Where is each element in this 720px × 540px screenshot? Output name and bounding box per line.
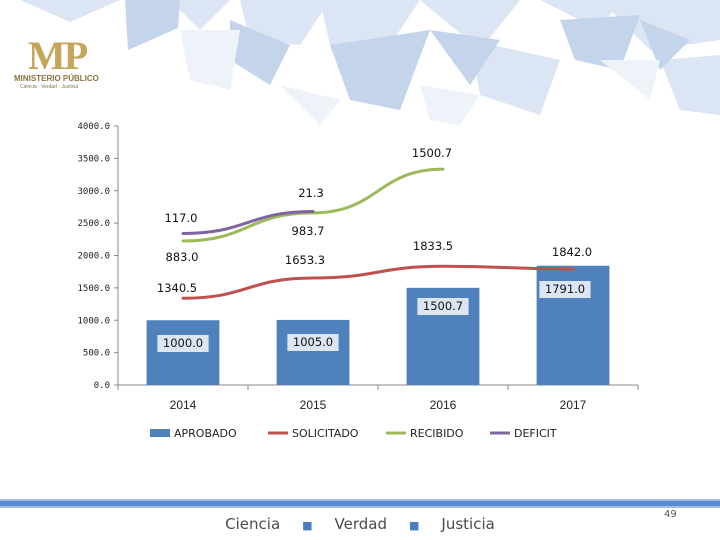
data-label: 117.0 [165, 211, 198, 225]
footer-motto: Ciencia ■ Verdad ■ Justicia [0, 515, 720, 533]
line-deficit [181, 209, 315, 235]
budget-chart: 0.0 500.0 1000.0 1500.0 2000.0 2500.0 3000.0 35… [77, 122, 639, 440]
legend-label-solicitado: SOLICITADO [292, 427, 359, 440]
header-decoration [20, 0, 720, 125]
data-label: 1000.0 [163, 336, 203, 350]
data-label: 1791.0 [545, 282, 585, 296]
line-solicitado [181, 264, 575, 300]
footer-separator: ■ [409, 519, 420, 532]
data-label: 1005.0 [293, 335, 333, 349]
data-label: 983.7 [292, 224, 325, 238]
data-label: 1340.5 [157, 281, 197, 295]
x-tick-label: 2014 [170, 398, 197, 412]
data-label: 1653.3 [285, 253, 325, 267]
data-label: 883.0 [166, 250, 199, 264]
logo-tagline: Ciencia · Verdad · Justicia [20, 84, 79, 90]
y-tick-label: 1500.0 [77, 284, 110, 294]
x-tick-label: 2016 [430, 398, 457, 412]
y-tick-label: 2000.0 [77, 252, 110, 262]
data-label-box [287, 334, 339, 351]
footer-separator: ■ [302, 519, 313, 532]
x-tick-label: 2017 [560, 398, 587, 412]
data-label: 1500.7 [412, 146, 452, 160]
footer-word-ciencia: Ciencia [225, 515, 281, 533]
data-label: 1842.0 [552, 245, 592, 259]
data-label: 21.3 [298, 186, 324, 200]
legend-label-aprobado: APROBADO [174, 427, 237, 440]
x-tick-label: 2015 [300, 398, 327, 412]
y-tick-label: 500.0 [83, 349, 110, 359]
data-label: 1500.7 [423, 299, 463, 313]
y-tick-label: 3000.0 [77, 187, 110, 197]
legend-label-deficit: DEFICIT [514, 427, 557, 440]
legend-label-recibido: RECIBIDO [410, 427, 464, 440]
legend-swatch-aprobado [150, 429, 170, 437]
footer-word-justicia: Justicia [441, 515, 495, 533]
y-tick-label: 0.0 [94, 381, 110, 391]
bar-aprobado [276, 319, 350, 385]
logo-name: MINISTERIO PÚBLICO [14, 74, 99, 83]
data-label-box [417, 298, 469, 315]
ministerio-publico-logo: MP MINISTERIO PÚBLICO Ciencia · Verdad ·… [8, 33, 108, 94]
page-number: 49 [664, 509, 677, 520]
bar-aprobado [146, 320, 220, 385]
y-tick-label: 1000.0 [77, 316, 110, 326]
y-tick-label: 4000.0 [77, 122, 110, 132]
logo-mark: MP [28, 33, 88, 78]
y-tick-label: 2500.0 [77, 219, 110, 229]
data-label-box [157, 335, 209, 352]
data-label: 1833.5 [413, 239, 453, 253]
y-tick-label: 3500.0 [77, 154, 110, 164]
footer-word-verdad: Verdad [334, 515, 388, 533]
data-label-box [539, 281, 591, 298]
footer-band [0, 499, 720, 508]
